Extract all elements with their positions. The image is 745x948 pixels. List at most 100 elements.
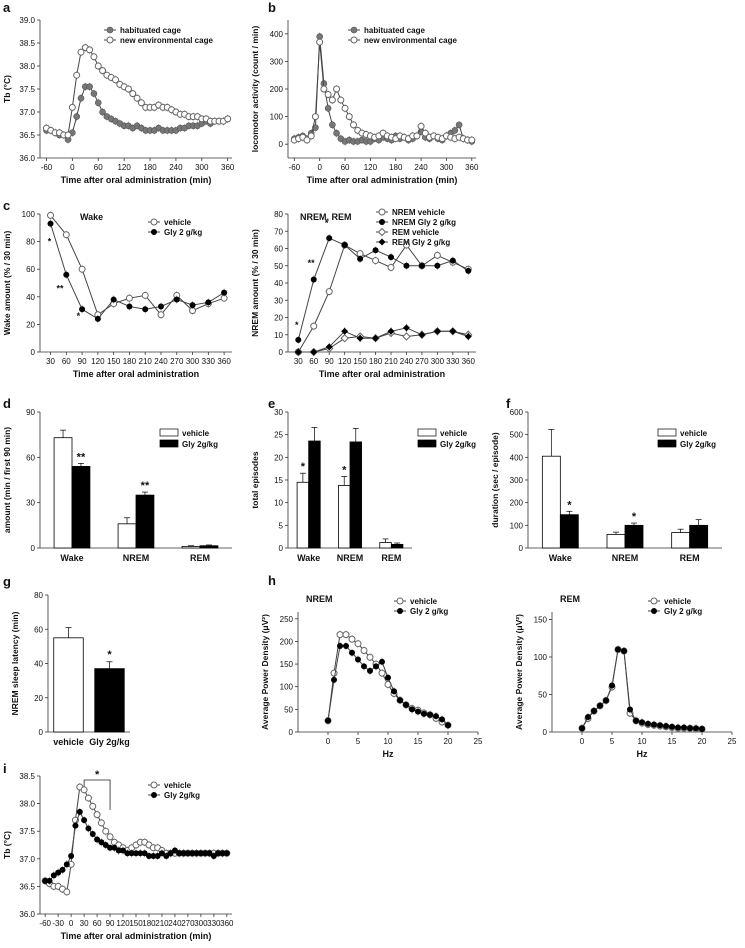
- bar: [117, 523, 137, 549]
- data-point: [388, 254, 395, 261]
- y-tick-label: 80: [34, 591, 43, 600]
- data-point: [354, 640, 362, 648]
- y-tick-label: 0: [279, 348, 284, 357]
- y-tick-label: 38.5: [19, 39, 35, 48]
- category-label: NREM: [337, 553, 364, 563]
- data-point: [79, 306, 86, 313]
- data-point: [324, 105, 332, 112]
- y-tick-label: 100: [534, 653, 548, 662]
- legend-label: new environmental cage: [364, 36, 457, 45]
- y-tick-label: 36.0: [19, 154, 35, 163]
- x-tick-label: 330: [202, 357, 216, 366]
- x-tick-label: -60: [289, 163, 301, 172]
- data-point: [62, 231, 70, 239]
- data-point: [585, 714, 591, 720]
- data-point: [310, 276, 317, 283]
- significance-mark: **: [77, 451, 86, 463]
- panel-title: REM: [560, 594, 580, 604]
- significance-mark: **: [308, 258, 316, 268]
- series-line: [44, 786, 227, 893]
- data-point: [387, 263, 395, 271]
- panel-label: e: [268, 396, 275, 411]
- category-label: Wake: [60, 553, 83, 563]
- y-tick-label: 10: [274, 499, 283, 508]
- x-tick-label: 180: [143, 163, 157, 172]
- x-tick-label: 330: [207, 919, 221, 928]
- bar: [53, 637, 84, 733]
- bar: [71, 465, 91, 549]
- x-tick-label: -60: [39, 919, 51, 928]
- panel-c2: NREM, REM 0 10 20 30 40 50 60 70 80 NREM amount (%…: [250, 208, 476, 379]
- bar: [53, 437, 73, 549]
- x-tick-label: 150: [129, 919, 143, 928]
- y-tick-label: 20: [274, 453, 283, 462]
- y-tick-label: 400: [510, 453, 524, 462]
- series-line: [50, 223, 225, 320]
- y-tick-label: 0: [31, 348, 36, 357]
- data-point: [68, 853, 75, 860]
- data-point: [55, 869, 62, 876]
- x-tick-label: 360: [221, 163, 235, 172]
- x-tick-label: 360: [217, 357, 231, 366]
- x-tick-label: 90: [106, 919, 115, 928]
- legend-label: Gly 2 g/kg: [664, 607, 702, 616]
- legend-marker: [650, 597, 658, 605]
- significance-mark: **: [141, 480, 150, 492]
- x-tick-label: 5: [610, 737, 615, 746]
- data-point: [609, 682, 615, 689]
- data-point: [391, 688, 397, 695]
- data-point: [221, 289, 228, 296]
- panel-label: d: [3, 396, 11, 411]
- series-0: [41, 783, 231, 896]
- data-point: [106, 833, 114, 841]
- data-point: [176, 850, 183, 857]
- data-point: [355, 656, 361, 663]
- y-tick-label: 30: [274, 408, 283, 417]
- data-point: [597, 702, 603, 709]
- data-point: [310, 322, 318, 330]
- data-point: [651, 721, 657, 728]
- data-point: [342, 631, 350, 639]
- data-point: [397, 697, 403, 704]
- x-tick-label: 60: [341, 163, 350, 172]
- data-point: [329, 121, 336, 129]
- series-1: [47, 219, 228, 323]
- x-tick-label: 30: [294, 357, 303, 366]
- data-point: [99, 108, 106, 116]
- data-point: [50, 872, 57, 879]
- series-1: [42, 43, 232, 139]
- data-point: [421, 710, 427, 717]
- data-point: [367, 667, 373, 674]
- x-tick-label: 30: [80, 919, 89, 928]
- data-point: [455, 121, 463, 129]
- data-point: [81, 817, 88, 824]
- x-tick-label: 30: [46, 357, 55, 366]
- y-axis-label: NREM sleep latency (min): [10, 611, 20, 715]
- data-point: [86, 46, 94, 54]
- x-tick-label: 120: [117, 163, 131, 172]
- series-line: [297, 237, 469, 341]
- data-point: [120, 847, 127, 854]
- legend-label: habituated cage: [364, 26, 425, 35]
- panel-title: NREM, REM: [300, 212, 352, 222]
- y-tick-label: 80: [26, 238, 35, 247]
- data-point: [224, 115, 232, 123]
- data-point: [415, 708, 421, 715]
- data-point: [133, 94, 141, 102]
- data-point: [99, 67, 107, 75]
- series-line: [581, 648, 703, 730]
- x-tick-label: 20: [444, 737, 453, 746]
- data-point: [379, 658, 385, 665]
- data-point: [47, 220, 54, 227]
- data-point: [125, 294, 133, 302]
- data-point: [180, 850, 187, 857]
- y-tick-label: 200: [270, 85, 284, 94]
- significance-mark: *: [107, 649, 112, 661]
- bar: [671, 532, 691, 549]
- legend-marker: [106, 26, 114, 34]
- data-point: [98, 839, 105, 846]
- data-point: [312, 124, 319, 131]
- data-point: [451, 127, 459, 134]
- legend-label: Gly 2g/kg: [680, 440, 716, 449]
- data-point: [90, 53, 98, 61]
